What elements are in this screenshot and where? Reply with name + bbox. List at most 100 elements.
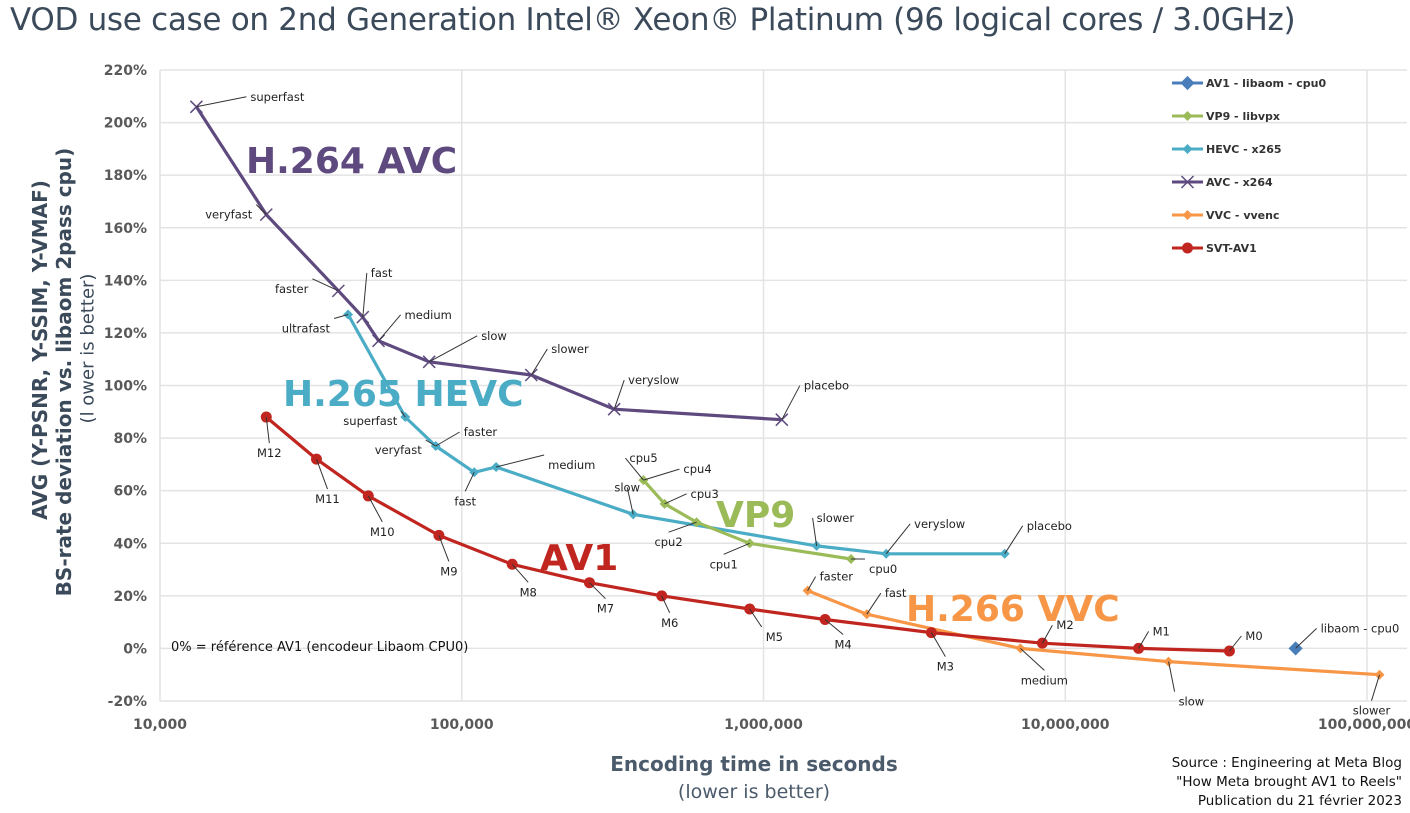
data-point xyxy=(189,100,203,114)
data-point xyxy=(1180,75,1195,91)
leader-line xyxy=(626,487,634,515)
leader-line xyxy=(1295,628,1317,649)
leader-line xyxy=(316,458,328,490)
y-axis-title-line3: (l ower is better) xyxy=(77,273,99,424)
data-point xyxy=(1182,144,1193,154)
legend-label: AV1 - libaom - cpu0 xyxy=(1206,77,1326,90)
leader-line xyxy=(885,523,911,555)
point-label: slow xyxy=(481,329,507,343)
legend-label: SVT-AV1 xyxy=(1206,242,1257,255)
data-point xyxy=(744,538,755,549)
point-label: M12 xyxy=(257,446,282,460)
point-label: faster xyxy=(464,425,498,439)
y-tick-label: 160% xyxy=(104,221,147,237)
point-label: medium xyxy=(1021,673,1068,687)
data-point xyxy=(1182,242,1193,254)
leader-line xyxy=(1020,648,1045,671)
point-label: superfast xyxy=(250,90,304,104)
leader-line xyxy=(1004,525,1024,555)
leader-line xyxy=(807,576,817,591)
leader-line xyxy=(723,542,750,555)
series-big-label: H.265 HEVC xyxy=(283,374,524,415)
leader-line xyxy=(625,457,644,481)
point-label: M9 xyxy=(440,564,457,578)
series-big-label: VP9 xyxy=(716,495,795,536)
point-label: slower xyxy=(817,511,855,525)
leader-line xyxy=(1041,624,1053,644)
leader-line xyxy=(589,582,606,600)
leader-line xyxy=(378,314,401,342)
point-label: M4 xyxy=(834,637,851,651)
y-axis-title-line2: BS-rate deviation vs. libaom 2pass cpu) xyxy=(52,147,76,597)
data-point xyxy=(1163,656,1174,667)
legend-item: VP9 - libvpx xyxy=(1172,110,1280,123)
data-point xyxy=(1133,642,1145,654)
legend-item: SVT-AV1 xyxy=(1172,242,1257,255)
point-label: superfast xyxy=(343,414,397,428)
y-tick-label: 220% xyxy=(104,63,147,79)
point-label: faster xyxy=(275,282,309,296)
point-label: ultrafast xyxy=(282,322,331,336)
leader-line xyxy=(438,535,450,562)
point-label: libaom - cpu0 xyxy=(1321,621,1400,635)
leader-line xyxy=(367,495,383,523)
source-citation: Source : Engineering at Meta Blog "How M… xyxy=(1172,754,1402,811)
point-label: cpu0 xyxy=(869,562,897,576)
leader-line xyxy=(425,439,436,447)
y-axis-ticks: 220% 200% 180% 160% 140% 120% 100% 80% 60% 40% 20%… xyxy=(104,63,147,710)
y-tick-label: 180% xyxy=(104,168,147,184)
y-tick-label: 200% xyxy=(104,116,147,132)
x-tick-label: 10,000,000 xyxy=(1021,717,1110,733)
point-label: placebo xyxy=(804,379,849,393)
point-label: veryfast xyxy=(205,208,253,222)
legend-item: VVC - vvenc xyxy=(1172,209,1279,222)
leader-line xyxy=(930,632,946,657)
point-label: M5 xyxy=(766,630,783,644)
leader-line xyxy=(866,592,882,615)
leader-line xyxy=(1168,661,1176,692)
reference-note: 0% = référence AV1 (encodeur Libaom CPU0… xyxy=(171,640,469,655)
leader-line xyxy=(400,410,406,418)
legend-label: VP9 - libvpx xyxy=(1206,110,1280,123)
point-label: cpu4 xyxy=(683,462,711,476)
data-point xyxy=(1180,175,1195,189)
leader-line xyxy=(781,385,801,420)
source-line-3: Publication du 21 février 2023 xyxy=(1197,793,1402,809)
point-label: faster xyxy=(820,570,854,584)
series-line xyxy=(346,313,1005,556)
point-label: cpu1 xyxy=(710,557,738,571)
leader-line xyxy=(464,472,475,492)
point-label: M1 xyxy=(1153,624,1170,638)
data-point xyxy=(659,498,670,509)
point-label: veryfast xyxy=(375,443,423,457)
point-label: M10 xyxy=(370,525,395,539)
leader-line xyxy=(1371,674,1380,701)
y-tick-label: 140% xyxy=(104,273,147,289)
leader-line xyxy=(196,96,247,108)
point-label: slower xyxy=(1353,704,1391,718)
y-tick-label: 120% xyxy=(104,326,147,342)
data-point xyxy=(1182,111,1193,121)
x-tick-label: 100,000,000 xyxy=(1318,717,1410,733)
series-big-labels: VP9 H.265 HEVC H.264 AVC H.266 VVC AV1 xyxy=(246,141,1120,630)
x-tick-label: 1,000,000 xyxy=(724,717,803,733)
leader-line xyxy=(661,595,671,614)
leader-line xyxy=(668,521,697,533)
point-label: placebo xyxy=(1027,519,1072,533)
leader-line xyxy=(664,493,687,505)
series-big-label: H.266 VVC xyxy=(906,589,1120,630)
x-axis-ticks: 10,000 100,000 1,000,000 10,000,000 100,000,… xyxy=(133,717,1410,733)
point-label: veryslow xyxy=(914,517,965,531)
point-label: medium xyxy=(405,308,452,322)
point-label: slow xyxy=(1179,695,1205,709)
data-point xyxy=(1182,210,1193,220)
leader-line xyxy=(428,335,478,363)
legend-item: AVC - x264 xyxy=(1172,175,1273,189)
series-big-label: AV1 xyxy=(540,538,618,579)
point-label: slower xyxy=(551,342,589,356)
legend: AV1 - libaom - cpu0 VP9 - libvpx HEVC - x2… xyxy=(1172,75,1326,255)
leader-line xyxy=(643,468,680,481)
leader-line xyxy=(824,619,844,635)
point-label: M0 xyxy=(1245,629,1262,643)
y-tick-label: 20% xyxy=(113,589,147,605)
